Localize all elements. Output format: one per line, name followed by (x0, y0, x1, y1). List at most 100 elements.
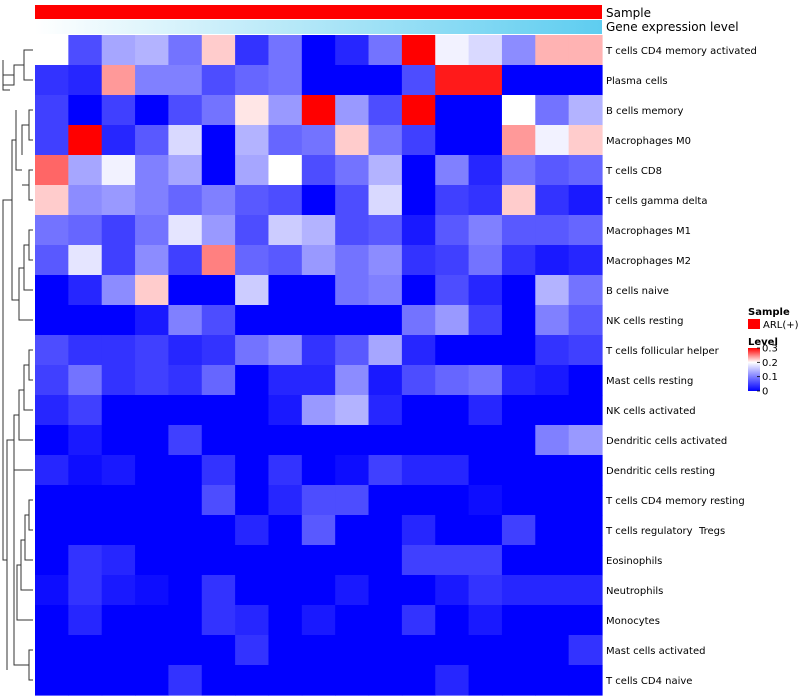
heatmap-cell (568, 635, 603, 666)
heatmap-cell (268, 665, 303, 696)
heatmap-cell (401, 155, 436, 186)
heatmap-cell (101, 245, 136, 276)
heatmap-cell (35, 455, 69, 486)
heatmap-cell (401, 575, 436, 606)
heatmap-cell (135, 335, 170, 366)
heatmap-cell (301, 335, 336, 366)
heatmap-cell (201, 35, 236, 66)
row-label: T cells CD4 naive (605, 676, 692, 687)
heatmap-cell (568, 545, 603, 576)
heatmap-cell (268, 605, 303, 636)
heatmap-cell (568, 605, 603, 636)
heatmap-cell (501, 635, 536, 666)
heatmap-cell (168, 485, 203, 516)
legend-sample-entry: ARL(+) (763, 320, 799, 331)
heatmap-cell (168, 365, 203, 396)
row-label: T cells CD4 memory resting (605, 496, 745, 507)
heatmap-cell (201, 485, 236, 516)
heatmap-cell (68, 575, 103, 606)
heatmap-cell (335, 275, 370, 306)
heatmap-cell (235, 635, 270, 666)
heatmap-cell (268, 95, 303, 126)
heatmap-cell (535, 425, 570, 456)
heatmap-cell (535, 35, 570, 66)
heatmap-cell (501, 35, 536, 66)
heatmap-cell (535, 215, 570, 246)
heatmap-cell (235, 335, 270, 366)
heatmap-cell (435, 635, 470, 666)
heatmap-cell (235, 455, 270, 486)
heatmap-cell (535, 365, 570, 396)
heatmap-cell (101, 95, 136, 126)
heatmap-cell (568, 185, 603, 216)
heatmap-cell (135, 545, 170, 576)
heatmap-cell (501, 335, 536, 366)
heatmap-cell (401, 275, 436, 306)
heatmap-cell (435, 305, 470, 336)
heatmap-cell (501, 365, 536, 396)
heatmap-cell (368, 575, 403, 606)
heatmap-cell (35, 425, 69, 456)
heatmap-cell (468, 665, 503, 696)
heatmap-cell (168, 515, 203, 546)
heatmap-cell (235, 95, 270, 126)
row-label: T cells gamma delta (605, 196, 707, 207)
heatmap-cell (535, 125, 570, 156)
heatmap-cell (268, 275, 303, 306)
heatmap-cell (168, 245, 203, 276)
heatmap-cell (401, 425, 436, 456)
heatmap-cell (535, 335, 570, 366)
heatmap-cell (568, 305, 603, 336)
heatmap-cell (101, 635, 136, 666)
legend-tick-label: 0.3 (762, 344, 778, 355)
heatmap-cell (301, 155, 336, 186)
legend-tick-label: 0.1 (762, 372, 778, 383)
heatmap-cell (235, 245, 270, 276)
heatmap-cell (201, 155, 236, 186)
heatmap-cell (268, 305, 303, 336)
heatmap-cell (135, 155, 170, 186)
heatmap-cell (101, 665, 136, 696)
heatmap-cell (68, 65, 103, 96)
heatmap-cell (535, 305, 570, 336)
heatmap-cell (301, 305, 336, 336)
heatmap-cell (335, 425, 370, 456)
row-label: T cells CD8 (605, 166, 662, 177)
heatmap-cell (501, 275, 536, 306)
heatmap-cell (35, 215, 69, 246)
heatmap-cell (435, 65, 470, 96)
heatmap-cell (335, 395, 370, 426)
heatmap-cell (401, 215, 436, 246)
heatmap-cell (335, 545, 370, 576)
heatmap-cell (568, 155, 603, 186)
heatmap-cell (435, 215, 470, 246)
heatmap-cell (335, 125, 370, 156)
sample-annotation-bar (35, 5, 602, 19)
heatmap-cell (435, 455, 470, 486)
heatmap-cell (68, 635, 103, 666)
heatmap-cell (268, 65, 303, 96)
heatmap-cell (135, 515, 170, 546)
heatmap-cell (235, 485, 270, 516)
heatmap-cell (35, 95, 69, 126)
row-label: B cells naive (606, 286, 669, 297)
heatmap-cell (135, 605, 170, 636)
heatmap-cell (368, 545, 403, 576)
heatmap-cell (368, 515, 403, 546)
heatmap-cell (335, 365, 370, 396)
heatmap-cell (501, 605, 536, 636)
heatmap-cell (501, 665, 536, 696)
heatmap-cell (335, 65, 370, 96)
heatmap-cell (568, 395, 603, 426)
heatmap-cell (301, 365, 336, 396)
heatmap-cell (401, 545, 436, 576)
heatmap-cell (35, 665, 69, 696)
heatmap-cell (35, 605, 69, 636)
heatmap-cell (468, 605, 503, 636)
heatmap-cell (568, 665, 603, 696)
heatmap-cell (268, 575, 303, 606)
heatmap-cell (535, 455, 570, 486)
heatmap-cell (535, 395, 570, 426)
heatmap-cell (135, 305, 170, 336)
